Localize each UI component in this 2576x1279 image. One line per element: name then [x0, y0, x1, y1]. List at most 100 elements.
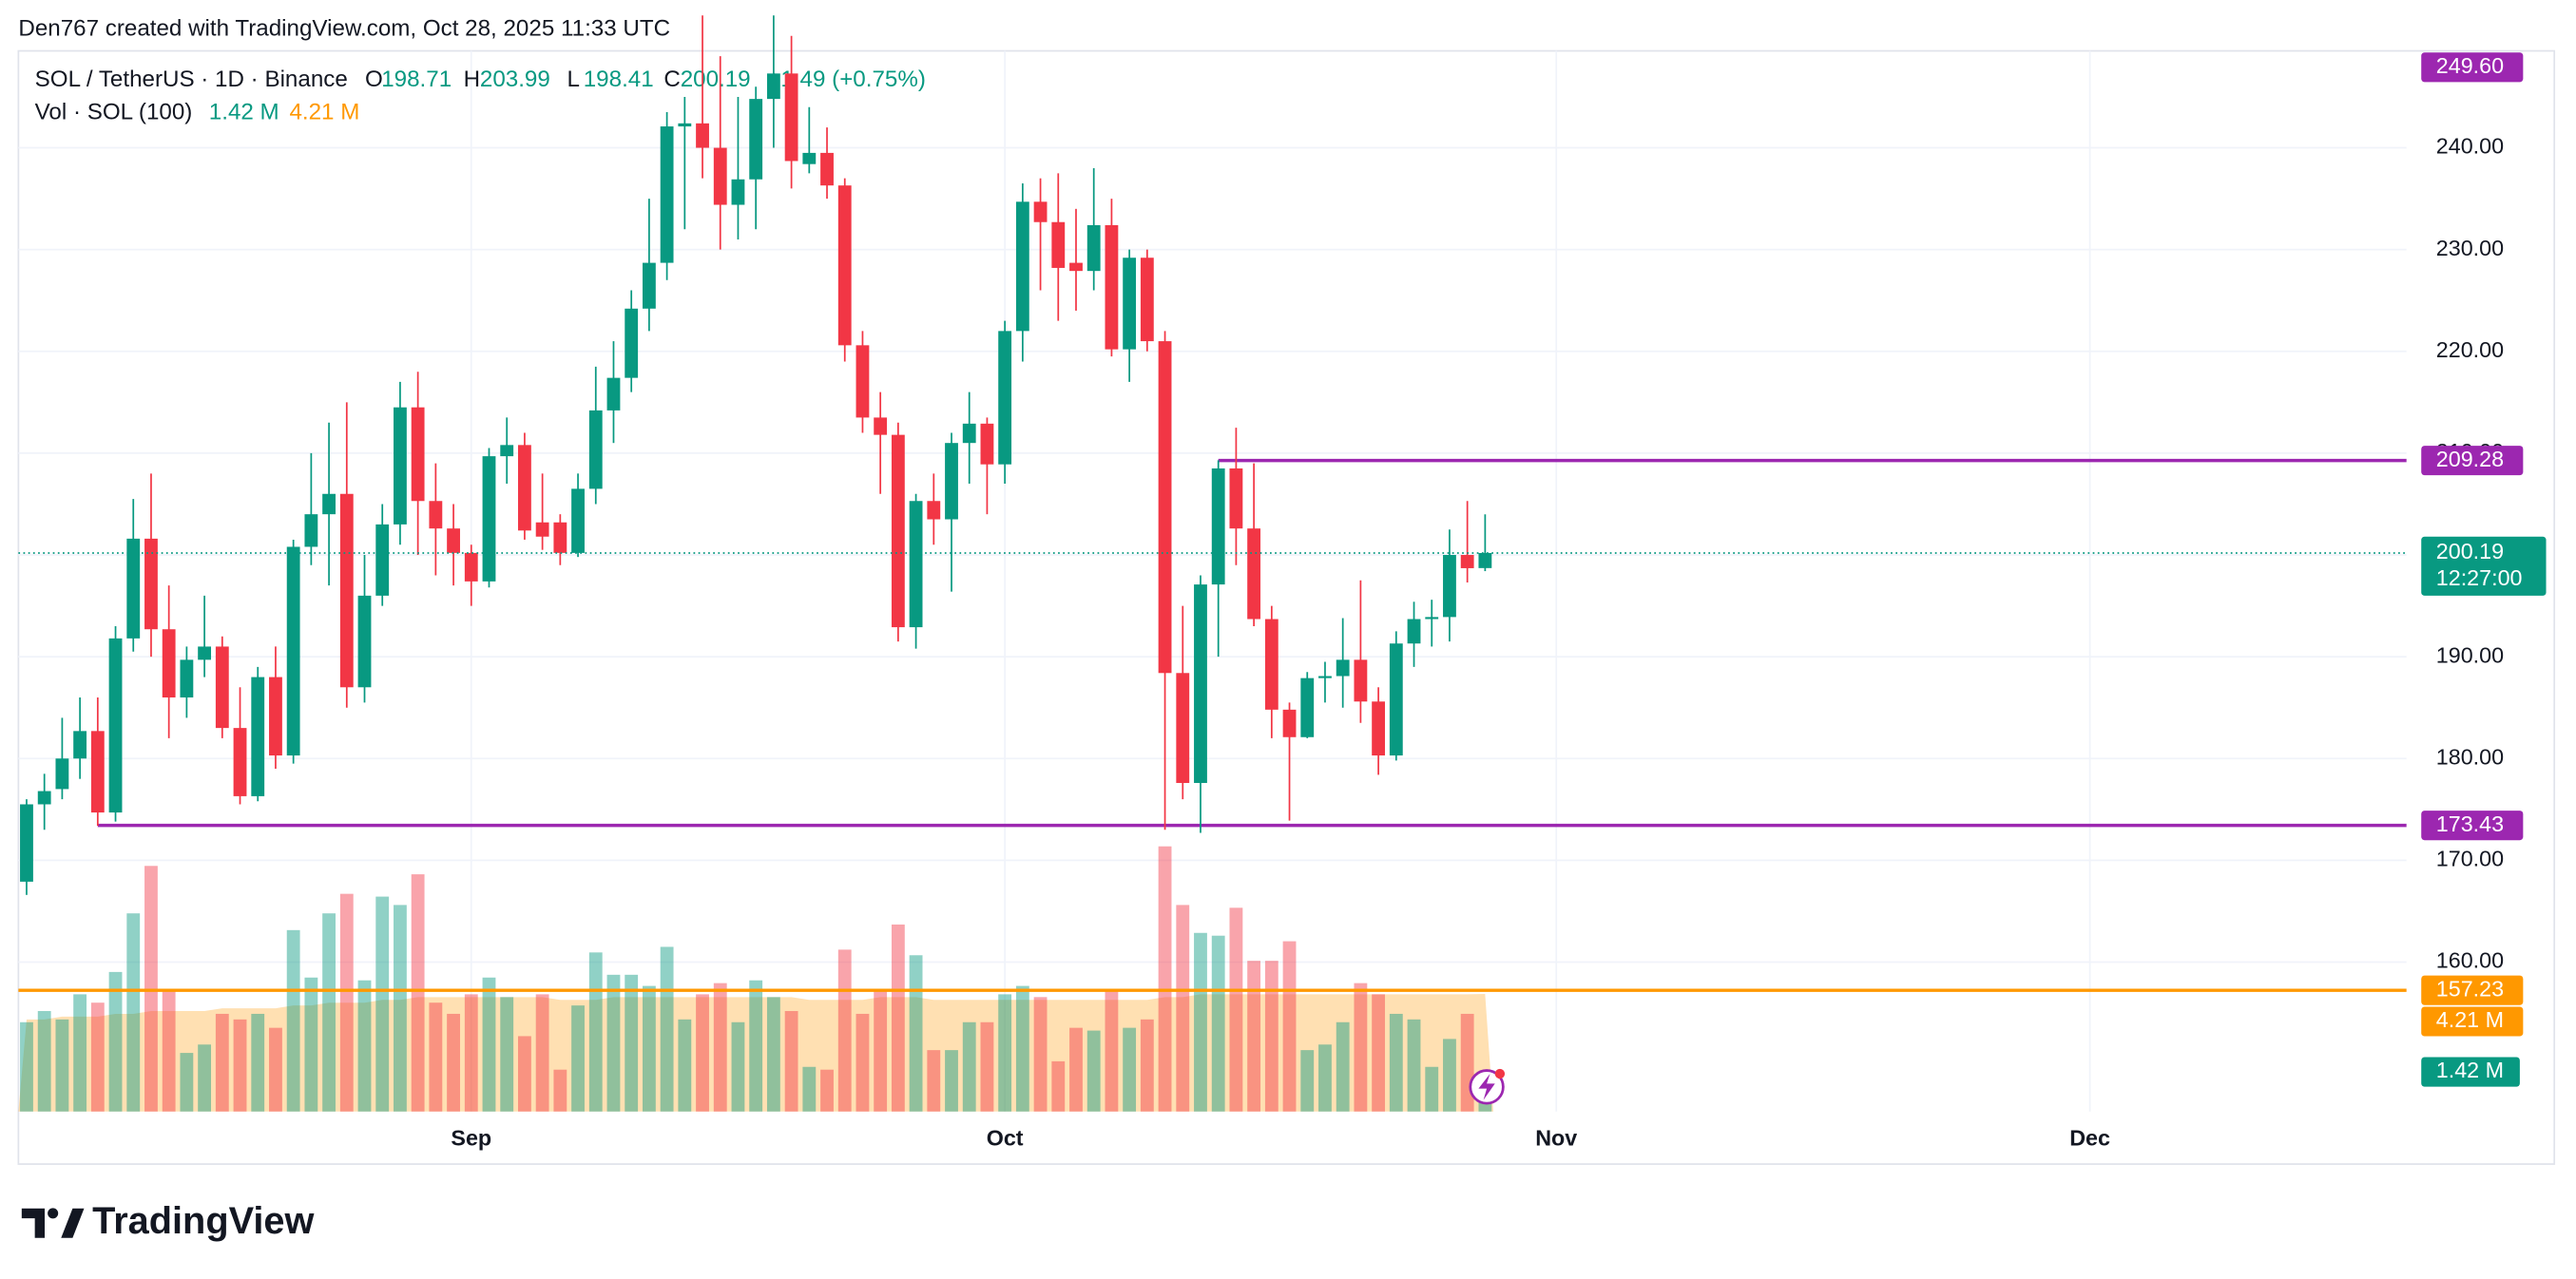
volume-bar [1300, 1050, 1315, 1112]
candle-body [73, 731, 87, 759]
pane-frame [17, 49, 2556, 1165]
y-tick-label: 230.00 [2436, 236, 2504, 260]
legend-key: C [663, 67, 680, 92]
candle-body [535, 522, 549, 537]
candle-body [233, 728, 247, 796]
volume-bar [1015, 985, 1029, 1112]
volume-ma-tag-bg [2421, 1006, 2524, 1037]
candle-body [198, 646, 212, 660]
volume-bar [108, 971, 123, 1112]
current-price-tag-bg [2421, 536, 2547, 596]
countdown: 12:27:00 [2436, 565, 2523, 590]
volume-bar [731, 1021, 745, 1112]
volume-bar [518, 1036, 531, 1112]
candle-body [1318, 676, 1332, 678]
candle-body [482, 456, 496, 582]
y-tick-label: 240.00 [2436, 134, 2504, 159]
candle-body [215, 646, 229, 729]
legend-value: 198.71 [381, 67, 452, 92]
y-tick-label: 220.00 [2436, 337, 2504, 362]
candle-body [1176, 673, 1190, 783]
candle-body [1247, 528, 1261, 620]
volume-bar [1069, 1027, 1083, 1112]
level-tag-bg [2421, 811, 2524, 841]
candle-body [55, 758, 69, 790]
volume-bar [1033, 997, 1048, 1112]
volume-bar [535, 994, 549, 1112]
volume-bar [269, 1027, 282, 1112]
volume-bar [553, 1069, 567, 1112]
volume-bar [1318, 1044, 1332, 1112]
volume-bar [1051, 1060, 1066, 1112]
volume-bar [411, 874, 425, 1112]
axes: 160.00170.00180.00190.00200.00210.00220.… [451, 52, 2547, 1150]
candle-body [339, 493, 354, 688]
volume-bar [339, 893, 354, 1112]
volume-bar [394, 905, 407, 1112]
y-tick-label: 170.00 [2436, 847, 2504, 871]
legend: SOL / TetherUS · 1D · Binance Vol · SOL … [35, 67, 926, 125]
candle-body [464, 552, 478, 582]
volume-bar [55, 1019, 69, 1112]
candle-body [1194, 584, 1207, 783]
volume-bar [215, 1013, 229, 1112]
brand-logo: TradingView [21, 1200, 315, 1242]
volume-bar [1211, 935, 1225, 1112]
candle-body [1069, 262, 1083, 272]
candle-body [500, 445, 514, 457]
volume-bar [90, 1002, 105, 1112]
level-tag: 157.23 [2436, 976, 2504, 1001]
volume-bar [625, 974, 639, 1112]
candle-body [998, 331, 1012, 465]
volume-bar [233, 1019, 247, 1112]
volume-ma-last: 4.21 M [289, 100, 359, 125]
volume-ma-tag: 4.21 M [2436, 1007, 2504, 1032]
volume-bar [998, 994, 1012, 1112]
volume-bar [1105, 988, 1119, 1112]
legend-key: O [365, 67, 383, 92]
candle-body [180, 659, 194, 697]
volume-bar [429, 1002, 443, 1112]
volume-bar [1229, 907, 1243, 1112]
legend-key: H [464, 67, 480, 92]
candle-body [962, 423, 976, 444]
candle-body [1336, 659, 1350, 677]
candle-body [286, 546, 300, 756]
candle-body [909, 501, 923, 628]
volume-bar [126, 913, 141, 1112]
candle-body [1086, 224, 1101, 272]
volume-bar [20, 1021, 33, 1112]
legend-key: L [567, 67, 579, 92]
legend-value: 203.99 [480, 67, 550, 92]
candle-body [1282, 709, 1297, 737]
volume-bar [180, 1053, 194, 1112]
volume-bar [357, 980, 372, 1112]
candle-body [1015, 201, 1029, 332]
volume-tag: 1.42 M [2436, 1058, 2504, 1082]
candle-body [837, 185, 852, 346]
candle-body [1051, 221, 1066, 268]
candle-body [251, 677, 265, 796]
candle-body [1478, 552, 1492, 568]
volume-bar [1336, 1021, 1350, 1112]
level-tag: 173.43 [2436, 811, 2504, 836]
x-tick-label: Nov [1535, 1125, 1577, 1150]
candle-body [375, 524, 390, 596]
volume-bar [251, 1013, 265, 1112]
volume-bar [766, 997, 780, 1112]
candle-body [429, 501, 443, 529]
volume-bar [73, 994, 87, 1112]
candle-body [820, 152, 834, 186]
volume-bar [322, 913, 336, 1112]
y-tick-label: 190.00 [2436, 642, 2504, 667]
header: Den767 created with TradingView.com, Oct… [18, 15, 670, 41]
candle-body [447, 528, 460, 553]
volume-bar [1086, 1030, 1101, 1112]
volume-last: 1.42 M [209, 100, 279, 125]
candle-body [144, 538, 158, 630]
candle-body [1140, 258, 1154, 342]
volume-bar [837, 949, 852, 1112]
volume-bar [678, 1019, 692, 1112]
candle-body [1372, 701, 1386, 756]
